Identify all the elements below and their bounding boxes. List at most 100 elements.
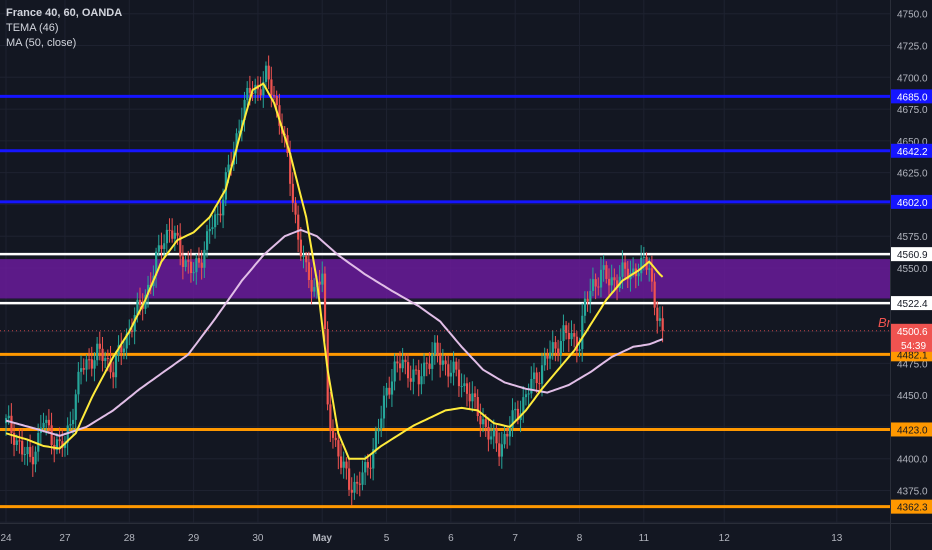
candle-body [503,433,506,445]
candle-body [398,363,402,369]
level-price-tag[interactable] [891,89,932,104]
symbol-title[interactable]: France 40, 60, OANDA [6,7,123,19]
candle-body [570,333,573,340]
level-price-tag[interactable] [891,422,932,437]
candle-body [358,483,361,485]
candle-body [441,360,445,365]
candle-body [109,358,112,373]
time-tick-label: 29 [188,533,200,544]
candle-body [506,433,509,437]
candle-body [463,383,466,387]
legend: France 40, 60, OANDA TEMA (46) MA (50, c… [6,6,122,51]
candle-body [447,364,450,377]
level-price-tag[interactable] [891,194,932,209]
candle-body [163,243,166,249]
candle-body [589,290,592,302]
candle-body [69,424,72,426]
candle-body [112,372,115,378]
candle-body [235,133,238,152]
candle-body [264,65,268,82]
price-axis[interactable]: 4375.04400.04425.04450.04475.04500.04525… [891,0,932,550]
candle-body [136,299,139,316]
candle-body [37,433,40,452]
candle-body [479,416,482,425]
candle-body [514,408,517,411]
time-tick-label: 8 [577,533,583,544]
candle-body [415,369,418,371]
candle-body [273,95,276,97]
candle-body [583,298,587,316]
candle-body [15,440,18,445]
candle-body [484,419,487,427]
candle-body [396,361,399,364]
level-price-tag[interactable] [891,296,932,311]
candle-body [334,437,337,441]
candle-body [565,325,568,333]
price-tick-label: 4700.0 [897,73,928,84]
candle-body [61,441,64,448]
candle-body [291,183,294,203]
price-tick-label: 4575.0 [897,232,928,243]
candle-body [377,428,380,432]
horizontal-levels[interactable] [0,94,890,509]
candle-body [80,368,83,372]
candle-body [610,277,613,286]
candle-body [192,272,195,274]
price-tick-label: 4400.0 [897,455,928,466]
candle-body [637,273,640,277]
candle-body [50,425,53,445]
candle-body [417,370,420,385]
candle-body [567,332,570,340]
time-tick-label: 6 [448,533,454,544]
candle-body [439,355,442,365]
candle-body [656,307,659,321]
candle-body [626,268,629,280]
candle-body [219,213,222,216]
candle-body [82,368,85,370]
level-price-tag[interactable] [891,143,932,158]
candle-body [321,273,324,285]
price-tick-label: 4375.0 [897,487,928,498]
candle-body [599,269,603,288]
candle-body [214,214,217,228]
candle-body [106,358,110,360]
candle-body [522,397,525,414]
time-tick-label: 27 [59,533,71,544]
price-axis-divider [890,0,891,550]
candle-body [608,278,611,286]
current-price-tag[interactable] [891,323,932,352]
candle-body [222,199,225,216]
time-tick-label: 30 [252,533,264,544]
level-price-label: 4642.2 [897,147,928,158]
candle-body [294,202,297,215]
candle-body [428,363,431,369]
level-price-tag[interactable] [891,247,932,262]
candle-body [88,359,91,361]
candle-body [98,343,101,349]
candle-body [189,261,193,273]
candle-body [557,348,560,356]
candle-body [203,249,206,268]
candle-body [538,383,541,385]
candle-body [372,449,375,469]
tema-legend[interactable]: TEMA (46) [6,22,59,34]
price-zone [0,259,890,299]
candle-body [187,260,190,262]
candle-body [543,355,546,366]
candle-body [318,281,321,285]
annotation-text: Br [878,315,892,330]
level-price-tag[interactable] [891,499,932,514]
candle-body [72,419,75,425]
time-axis[interactable]: 24 27 28 29 30 May 5 6 7 8 11 12 13 [0,524,890,550]
supply-zone [0,259,890,299]
candle-body [471,393,474,402]
price-tick-label: 4550.0 [897,264,928,275]
candle-body [366,462,369,468]
ma-legend[interactable]: MA (50, close) [6,37,77,49]
candle-body [160,245,163,249]
candle-body [34,451,37,465]
candle-body [532,372,536,379]
candle-body [278,105,281,126]
candle-body [407,362,410,379]
